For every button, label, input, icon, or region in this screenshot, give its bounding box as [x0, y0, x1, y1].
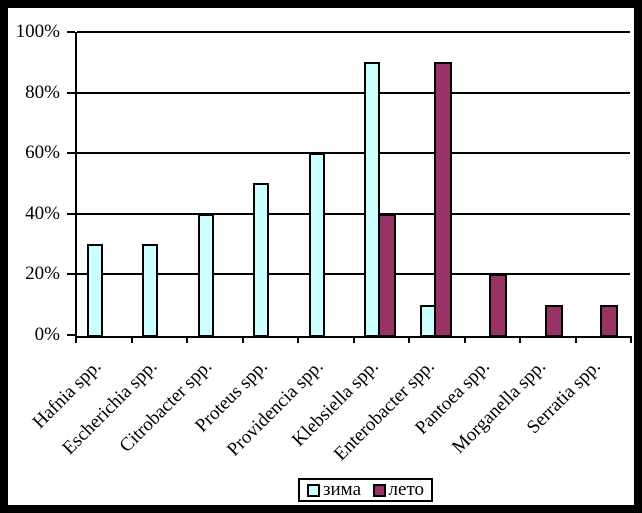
gridline-20: [77, 273, 630, 276]
bar-лето-morganella-spp-: [544, 305, 563, 337]
bar-лето-enterobacter-spp-: [433, 62, 452, 337]
x-axis-tick-0: [75, 337, 77, 343]
x-axis-tick-10: [630, 337, 632, 343]
y-axis-tick-60: [67, 152, 75, 155]
gridline-100: [77, 31, 630, 33]
y-axis: [75, 32, 77, 339]
legend-label-leto: лето: [388, 479, 424, 500]
legend-swatch-zima: [307, 483, 320, 497]
y-axis-label-100: 100%: [15, 21, 60, 42]
gridline-60: [77, 152, 630, 155]
bar-зима-providencia-spp-: [308, 153, 325, 337]
bar-зима-citrobacter-spp-: [197, 214, 214, 337]
x-axis-tick-9: [574, 337, 577, 343]
x-axis-label-7: Enterobacter spp.: [329, 356, 439, 465]
legend-item-leto: лето: [372, 479, 424, 500]
legend-swatch-leto: [372, 483, 386, 497]
bar-лето-klebsiella-spp-: [378, 214, 397, 337]
y-axis-tick-40: [67, 212, 75, 215]
x-axis-label-5: Providencia spp.: [223, 356, 328, 461]
y-axis-label-20: 20%: [25, 263, 60, 285]
y-axis-label-80: 80%: [25, 81, 60, 103]
y-axis-tick-100: [67, 31, 75, 33]
y-axis-label-0: 0%: [34, 324, 60, 345]
bar-зима-klebsiella-spp-: [364, 62, 381, 337]
y-axis-label-60: 60%: [25, 142, 60, 164]
legend-label-zima: зима: [323, 479, 361, 500]
y-axis-tick-20: [67, 273, 75, 276]
legend: зима лето: [298, 478, 433, 502]
bar-зима-hafnia-spp-: [86, 244, 103, 337]
x-axis-tick-2: [186, 337, 188, 343]
x-axis-tick-8: [519, 337, 521, 343]
bar-лето-serratia-spp-: [600, 305, 619, 337]
y-axis-tick-80: [67, 91, 75, 94]
gridline-40: [77, 212, 630, 215]
legend-item-zima: зима: [307, 480, 361, 500]
bar-лето-pantoea-spp-: [489, 274, 508, 337]
bar-зима-proteus-spp-: [253, 183, 270, 337]
x-axis-tick-1: [130, 337, 133, 343]
y-axis-tick-0: [67, 334, 75, 336]
y-axis-label-40: 40%: [25, 202, 60, 224]
x-axis-tick-4: [297, 337, 299, 343]
x-axis-tick-5: [352, 337, 355, 343]
bar-зима-escherichia-spp-: [142, 244, 159, 337]
x-axis-tick-3: [241, 337, 244, 343]
chart-canvas: зима лето 0% 20% 40% 60% 80% 100% Hafnia spp. E…: [8, 8, 634, 505]
x-axis-tick-7: [463, 337, 466, 343]
x-axis-tick-6: [408, 337, 410, 343]
gridline-80: [77, 91, 630, 94]
